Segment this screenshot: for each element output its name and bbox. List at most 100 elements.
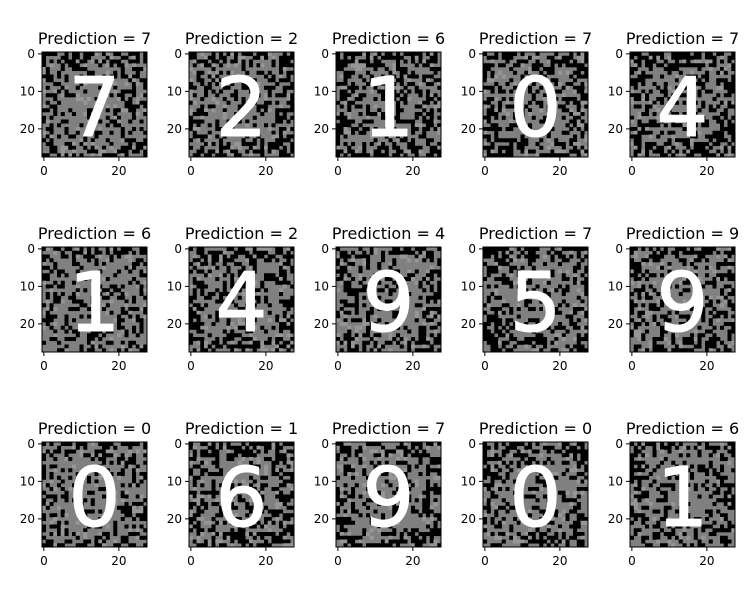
axes-frame bbox=[629, 51, 736, 158]
axes-frame bbox=[41, 51, 148, 158]
axes-frame bbox=[482, 246, 589, 353]
panel-title: Prediction = 0 bbox=[38, 419, 151, 438]
digit-image: 0 0 20 0 10 20 bbox=[461, 437, 589, 568]
axes-frame bbox=[188, 441, 295, 548]
panel-8: Prediction = 4 9 0 20 0 10 20 bbox=[314, 224, 445, 373]
y-tick-label: 20 bbox=[461, 512, 476, 526]
x-tick-label: 0 bbox=[40, 359, 48, 373]
digit-image: 0 0 20 0 10 20 bbox=[461, 47, 589, 178]
digit-glyph: 1 bbox=[656, 451, 708, 546]
y-tick-label: 0 bbox=[615, 47, 623, 61]
x-tick-label: 0 bbox=[334, 359, 342, 373]
digit-glyph: 0 bbox=[68, 451, 120, 546]
noise-pixels bbox=[336, 247, 441, 352]
y-tick-label: 10 bbox=[608, 474, 623, 488]
x-tick-label: 0 bbox=[628, 164, 636, 178]
axes-frame bbox=[335, 51, 442, 158]
noise-pixels bbox=[630, 442, 735, 547]
x-tick-label: 20 bbox=[699, 164, 714, 178]
y-tick-label: 0 bbox=[615, 437, 623, 451]
y-tick-label: 20 bbox=[20, 317, 35, 331]
y-tick-label: 10 bbox=[608, 279, 623, 293]
axes-frame bbox=[188, 51, 295, 158]
y-tick-label: 10 bbox=[461, 474, 476, 488]
y-tick-label: 10 bbox=[167, 279, 182, 293]
y-tick-label: 0 bbox=[27, 242, 35, 256]
x-tick-label: 20 bbox=[405, 554, 420, 568]
digit-glyph: 9 bbox=[362, 451, 414, 546]
x-tick-label: 20 bbox=[552, 554, 567, 568]
x-tick-label: 20 bbox=[258, 164, 273, 178]
noise-pixels bbox=[630, 52, 735, 157]
y-tick-label: 20 bbox=[314, 512, 329, 526]
y-tick-label: 20 bbox=[314, 122, 329, 136]
x-tick-label: 20 bbox=[258, 554, 273, 568]
y-tick-label: 20 bbox=[167, 317, 182, 331]
panel-title: Prediction = 7 bbox=[479, 29, 592, 48]
y-tick-label: 10 bbox=[314, 279, 329, 293]
noise-pixels bbox=[483, 247, 588, 352]
noise-pixels bbox=[189, 247, 294, 352]
noise-pixels bbox=[336, 442, 441, 547]
x-tick-label: 0 bbox=[628, 359, 636, 373]
digit-glyph: 1 bbox=[68, 256, 120, 351]
y-tick-label: 10 bbox=[461, 279, 476, 293]
noise-pixels bbox=[42, 442, 147, 547]
digit-glyph: 4 bbox=[656, 61, 708, 156]
y-tick-label: 20 bbox=[167, 122, 182, 136]
x-tick-label: 20 bbox=[699, 554, 714, 568]
digit-glyph: 4 bbox=[215, 256, 267, 351]
x-tick-label: 0 bbox=[334, 164, 342, 178]
noise-pixels bbox=[483, 442, 588, 547]
panel-title: Prediction = 4 bbox=[332, 224, 445, 243]
x-tick-label: 0 bbox=[187, 164, 195, 178]
y-tick-label: 20 bbox=[608, 122, 623, 136]
axes-frame bbox=[335, 441, 442, 548]
digit-glyph: 5 bbox=[509, 256, 561, 351]
y-tick-label: 10 bbox=[167, 84, 182, 98]
panel-title: Prediction = 7 bbox=[479, 224, 592, 243]
y-tick-label: 10 bbox=[608, 84, 623, 98]
panel-13: Prediction = 7 9 0 20 0 10 20 bbox=[314, 419, 445, 568]
x-tick-label: 20 bbox=[111, 554, 126, 568]
axes-frame bbox=[482, 51, 589, 158]
noise-pixels bbox=[189, 442, 294, 547]
y-tick-label: 10 bbox=[461, 84, 476, 98]
panel-title: Prediction = 1 bbox=[185, 419, 298, 438]
x-tick-label: 0 bbox=[187, 359, 195, 373]
y-tick-label: 0 bbox=[27, 437, 35, 451]
noise-pixels bbox=[483, 52, 588, 157]
x-tick-label: 20 bbox=[111, 359, 126, 373]
digit-image: 5 0 20 0 10 20 bbox=[461, 242, 589, 373]
axes-frame bbox=[629, 441, 736, 548]
panel-title: Prediction = 2 bbox=[185, 224, 298, 243]
noise-pixels bbox=[42, 52, 147, 157]
x-tick-label: 20 bbox=[552, 164, 567, 178]
digit-glyph: 2 bbox=[215, 61, 267, 156]
y-tick-label: 10 bbox=[314, 474, 329, 488]
panel-10: Prediction = 9 9 0 20 0 10 20 bbox=[608, 224, 739, 373]
panel-title: Prediction = 6 bbox=[626, 419, 739, 438]
y-tick-label: 0 bbox=[174, 47, 182, 61]
digit-glyph: 9 bbox=[362, 256, 414, 351]
digit-image: 0 0 20 0 10 20 bbox=[20, 437, 148, 568]
digit-image: 7 0 20 0 10 20 bbox=[20, 47, 148, 178]
panel-title: Prediction = 7 bbox=[38, 29, 151, 48]
y-tick-label: 0 bbox=[468, 242, 476, 256]
x-tick-label: 0 bbox=[481, 554, 489, 568]
y-tick-label: 20 bbox=[20, 512, 35, 526]
noise-pixels bbox=[630, 247, 735, 352]
x-tick-label: 20 bbox=[699, 359, 714, 373]
x-tick-label: 0 bbox=[481, 359, 489, 373]
y-tick-label: 0 bbox=[27, 47, 35, 61]
digit-glyph: 9 bbox=[656, 256, 708, 351]
y-tick-label: 0 bbox=[615, 242, 623, 256]
y-tick-label: 0 bbox=[321, 47, 329, 61]
